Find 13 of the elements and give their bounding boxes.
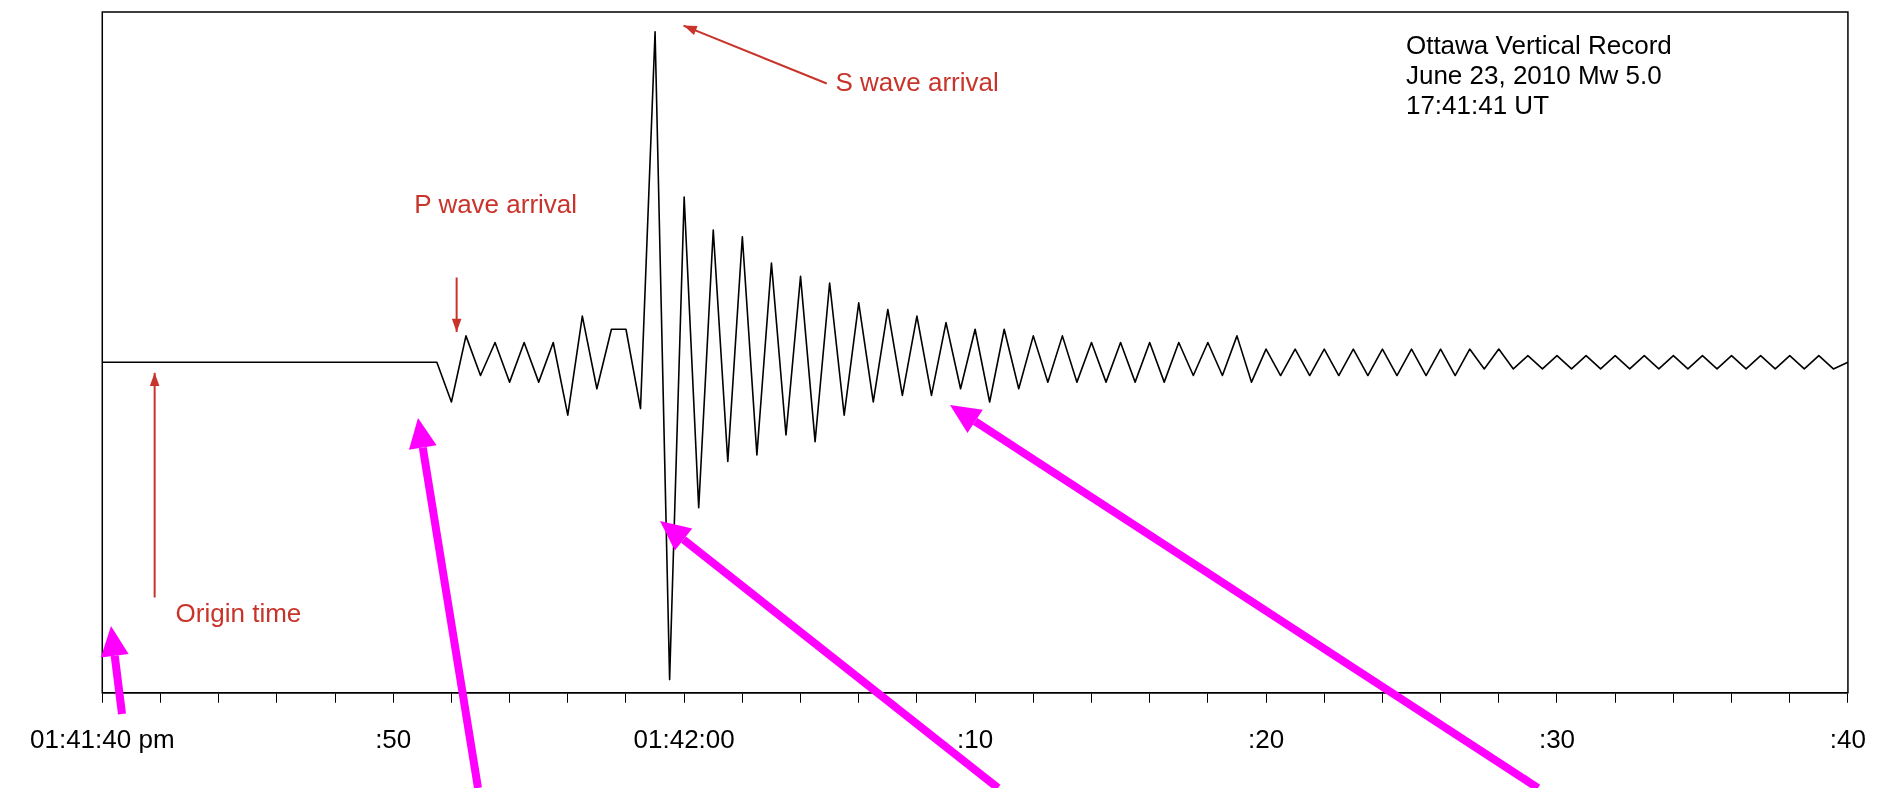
x-tick-label: 01:42:00 [633, 723, 735, 754]
annotation: 17:41:41 UT [1405, 90, 1550, 121]
x-tick-label: 01:41:40 pm [29, 723, 175, 754]
x-tick-label: :20 [1247, 723, 1285, 754]
annotation: Origin time [175, 597, 302, 628]
x-tick-label: :10 [957, 723, 994, 754]
annotation: P wave arrival [414, 189, 578, 220]
annotation: June 23, 2010 Mw 5.0 [1405, 60, 1662, 91]
x-tick-label: :50 [375, 723, 412, 754]
x-tick-label: :40 [1829, 723, 1867, 754]
annotation: S wave arrival [835, 66, 999, 97]
x-tick-label: :30 [1538, 723, 1576, 754]
annotation: Ottawa Vertical Record [1405, 30, 1672, 61]
